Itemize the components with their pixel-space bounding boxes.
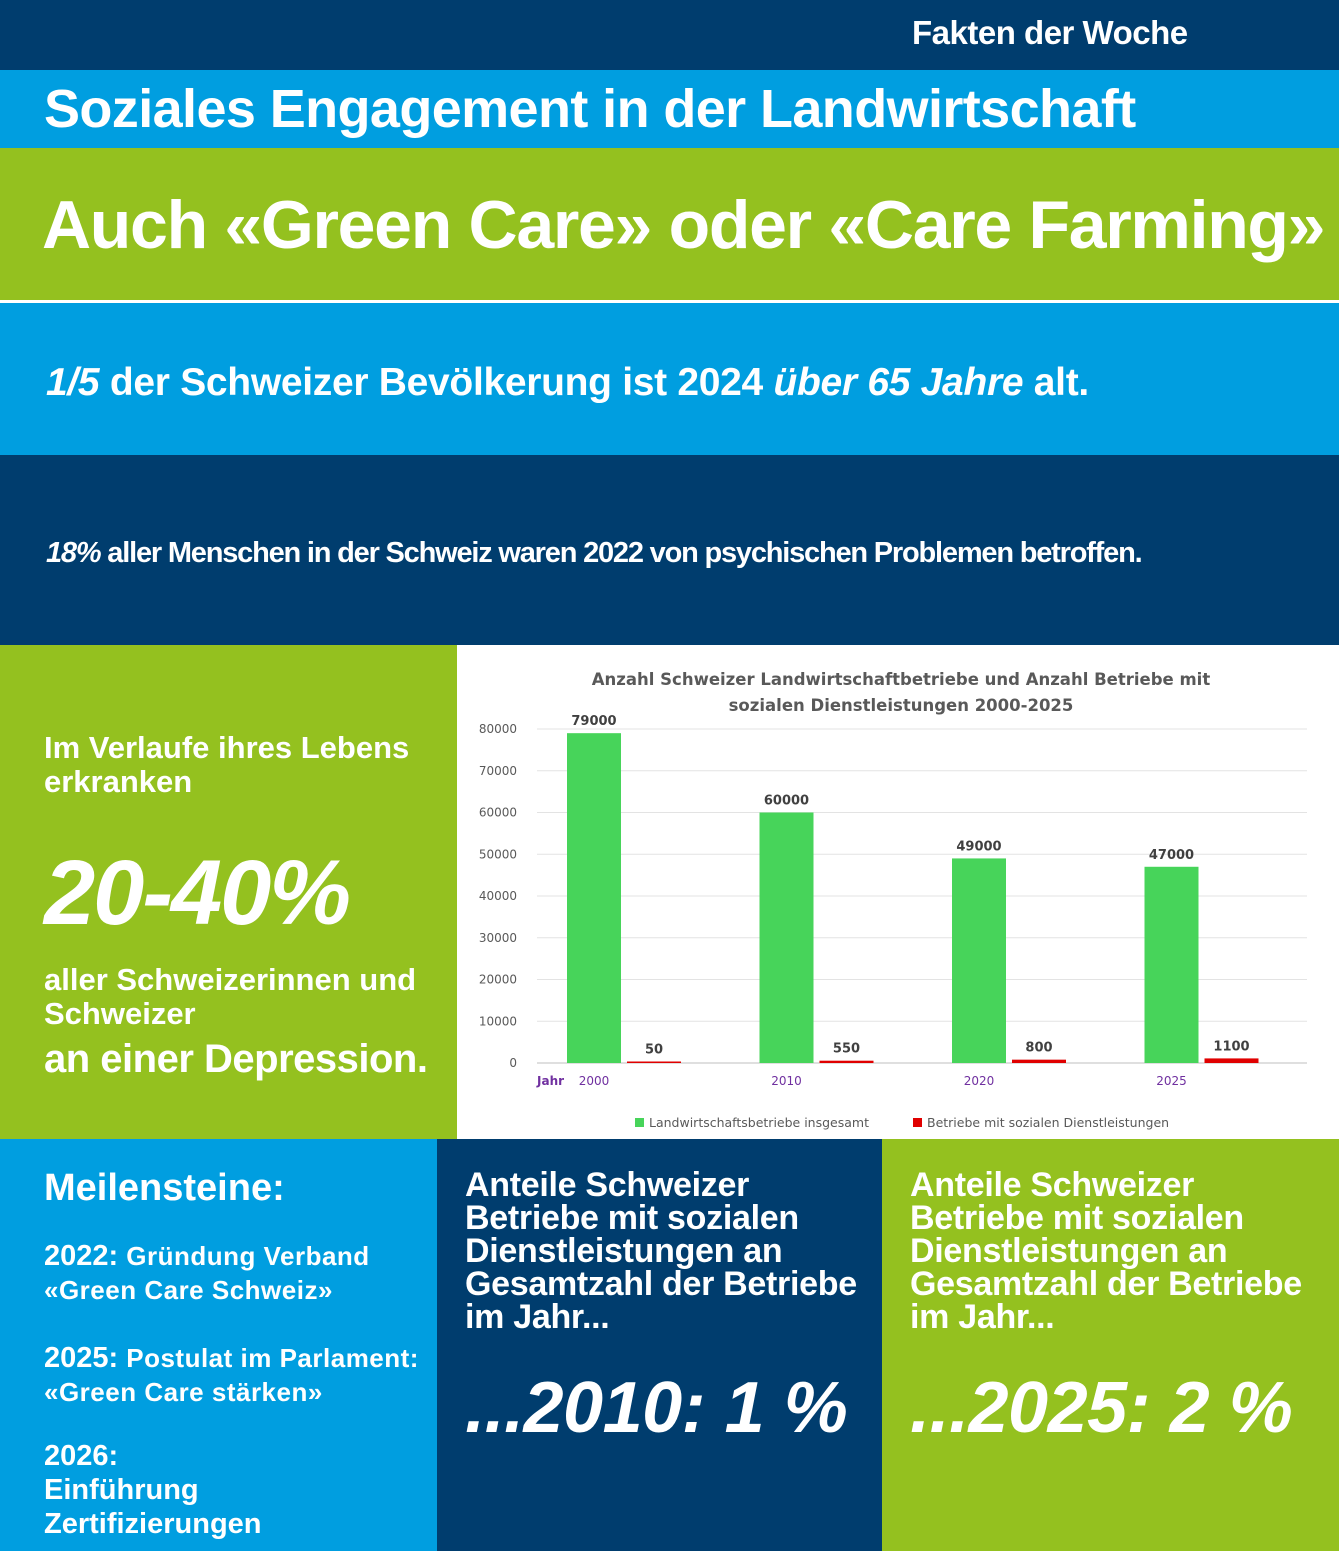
x-tick-label: 2025 [1156, 1074, 1187, 1088]
chart-bars: 79000 50 60000 550 49000 800 47000 1100 [567, 714, 1259, 1063]
depression-population: aller Schweizerinnen und Schweizer [44, 962, 417, 1031]
bar-chart: Anzahl Schweizer Landwirtschaftbetriebe … [479, 670, 1307, 1130]
legend-swatch [635, 1118, 644, 1127]
y-tick-label: 0 [509, 1056, 517, 1070]
bar [1144, 866, 1199, 1063]
x-axis-label: Jahr [536, 1074, 564, 1088]
divider [0, 300, 1339, 303]
fact-population-share: 1/5 [46, 361, 100, 404]
share-description: Anteile Schweizer Betriebe mit sozialen … [465, 1166, 857, 1336]
subtitle-band: Soziales Engagement in der Landwirtschaf… [0, 70, 1339, 148]
chart-legend: Landwirtschaftsbetriebe insgesamt Betrieb… [635, 1115, 1169, 1130]
data-label: 800 [1025, 1041, 1052, 1056]
y-tick-label: 10000 [479, 1014, 517, 1028]
x-axis: 2000 2010 2020 2025 [579, 1074, 1187, 1088]
title-band: Auch «Green Care» oder «Care Farming» [0, 148, 1339, 300]
data-label: 49000 [956, 839, 1001, 854]
bar [759, 812, 814, 1063]
milestone-item: 2026: Einführung Zertifizierungen [44, 1439, 424, 1541]
depression-intro: Im Verlaufe ihres Lebens erkranken [44, 730, 410, 799]
depression-outro: an einer Depression. [44, 1037, 428, 1081]
share-2025-panel: Anteile Schweizer Betriebe mit sozialen … [882, 1139, 1339, 1551]
kicker: Fakten der Woche [912, 14, 1188, 51]
y-tick-label: 40000 [479, 889, 517, 903]
data-label: 550 [833, 1042, 860, 1057]
x-tick-label: 2000 [579, 1074, 610, 1088]
fact-population-text: der Schweizer Bevölkerung ist 2024 [99, 361, 774, 404]
y-tick-label: 20000 [479, 973, 517, 987]
milestone-text: Postulat im Parlament: «Green Care stärk… [44, 1343, 419, 1407]
y-tick-label: 70000 [479, 764, 517, 778]
legend-label: Landwirtschaftsbetriebe insgesamt [649, 1115, 869, 1130]
bar [627, 1061, 681, 1063]
chart-title-line2: sozialen Dienstleistungen 2000-2025 [729, 696, 1074, 715]
data-label: 60000 [764, 794, 809, 809]
y-tick-label: 60000 [479, 806, 517, 820]
fact-population-end: alt. [1023, 361, 1089, 404]
milestone-item: 2025: Postulat im Parlament: «Green Care… [44, 1341, 424, 1409]
data-label: 47000 [1149, 848, 1194, 863]
page-title: Auch «Green Care» oder «Care Farming» [42, 187, 1325, 263]
bar [1012, 1059, 1066, 1063]
legend-swatch [913, 1118, 922, 1127]
subtitle: Soziales Engagement in der Landwirtschaf… [44, 79, 1136, 139]
y-tick-label: 50000 [479, 847, 517, 861]
y-tick-label: 30000 [479, 931, 517, 945]
depression-panel: Im Verlaufe ihres Lebens erkranken 20-40… [0, 645, 457, 1139]
share-description: Anteile Schweizer Betriebe mit sozialen … [910, 1166, 1302, 1336]
bar [952, 858, 1006, 1063]
share-value: ...2025: 2 % [910, 1368, 1293, 1448]
legend-label: Betriebe mit sozialen Dienstleistungen [927, 1115, 1169, 1130]
chart-title-line1: Anzahl Schweizer Landwirtschaftbetriebe … [592, 670, 1211, 689]
x-tick-label: 2020 [964, 1074, 995, 1088]
fact-psychic: 18% aller Menschen in der Schweiz waren … [46, 537, 1143, 570]
x-tick-label: 2010 [771, 1074, 802, 1088]
milestones-heading: Meilensteine: [44, 1167, 285, 1209]
fact-psychic-band: 18% aller Menschen in der Schweiz waren … [0, 455, 1339, 645]
bar [567, 733, 621, 1063]
fact-population-age: über 65 Jahre [773, 361, 1024, 404]
milestone-year: 2026: [44, 1440, 119, 1472]
data-label: 50 [645, 1043, 663, 1058]
fact-psychic-text: aller Menschen in der Schweiz waren 2022… [100, 537, 1142, 569]
y-axis: 0 10000 20000 30000 40000 50000 60000 70000 8000… [479, 722, 517, 1070]
y-tick-label: 80000 [479, 722, 517, 736]
fact-psychic-share: 18% [46, 537, 102, 569]
milestone-text: Einführung Zertifizierungen [44, 1474, 262, 1540]
share-value: ...2010: 1 % [465, 1368, 848, 1448]
milestone-year: 2025: [44, 1342, 119, 1374]
milestone-text: Gründung Verband «Green Care Schweiz» [44, 1241, 370, 1305]
depression-percentage: 20-40% [44, 842, 351, 944]
data-label: 1100 [1213, 1039, 1249, 1054]
chart-panel: Anzahl Schweizer Landwirtschaftbetriebe … [457, 645, 1339, 1139]
fact-population-band: 1/5 der Schweizer Bevölkerung ist 2024 ü… [0, 303, 1339, 455]
fact-population: 1/5 der Schweizer Bevölkerung ist 2024 ü… [46, 361, 1089, 405]
bar [819, 1060, 874, 1063]
share-2010-panel: Anteile Schweizer Betriebe mit sozialen … [437, 1139, 882, 1551]
top-bar: Fakten der Woche [0, 0, 1339, 70]
milestone-year: 2022: [44, 1240, 119, 1272]
data-label: 79000 [571, 714, 616, 729]
bar [1204, 1058, 1259, 1063]
milestones-panel: Meilensteine: 2022: Gründung Verband «Gr… [0, 1139, 437, 1551]
milestone-item: 2022: Gründung Verband «Green Care Schwe… [44, 1239, 424, 1307]
